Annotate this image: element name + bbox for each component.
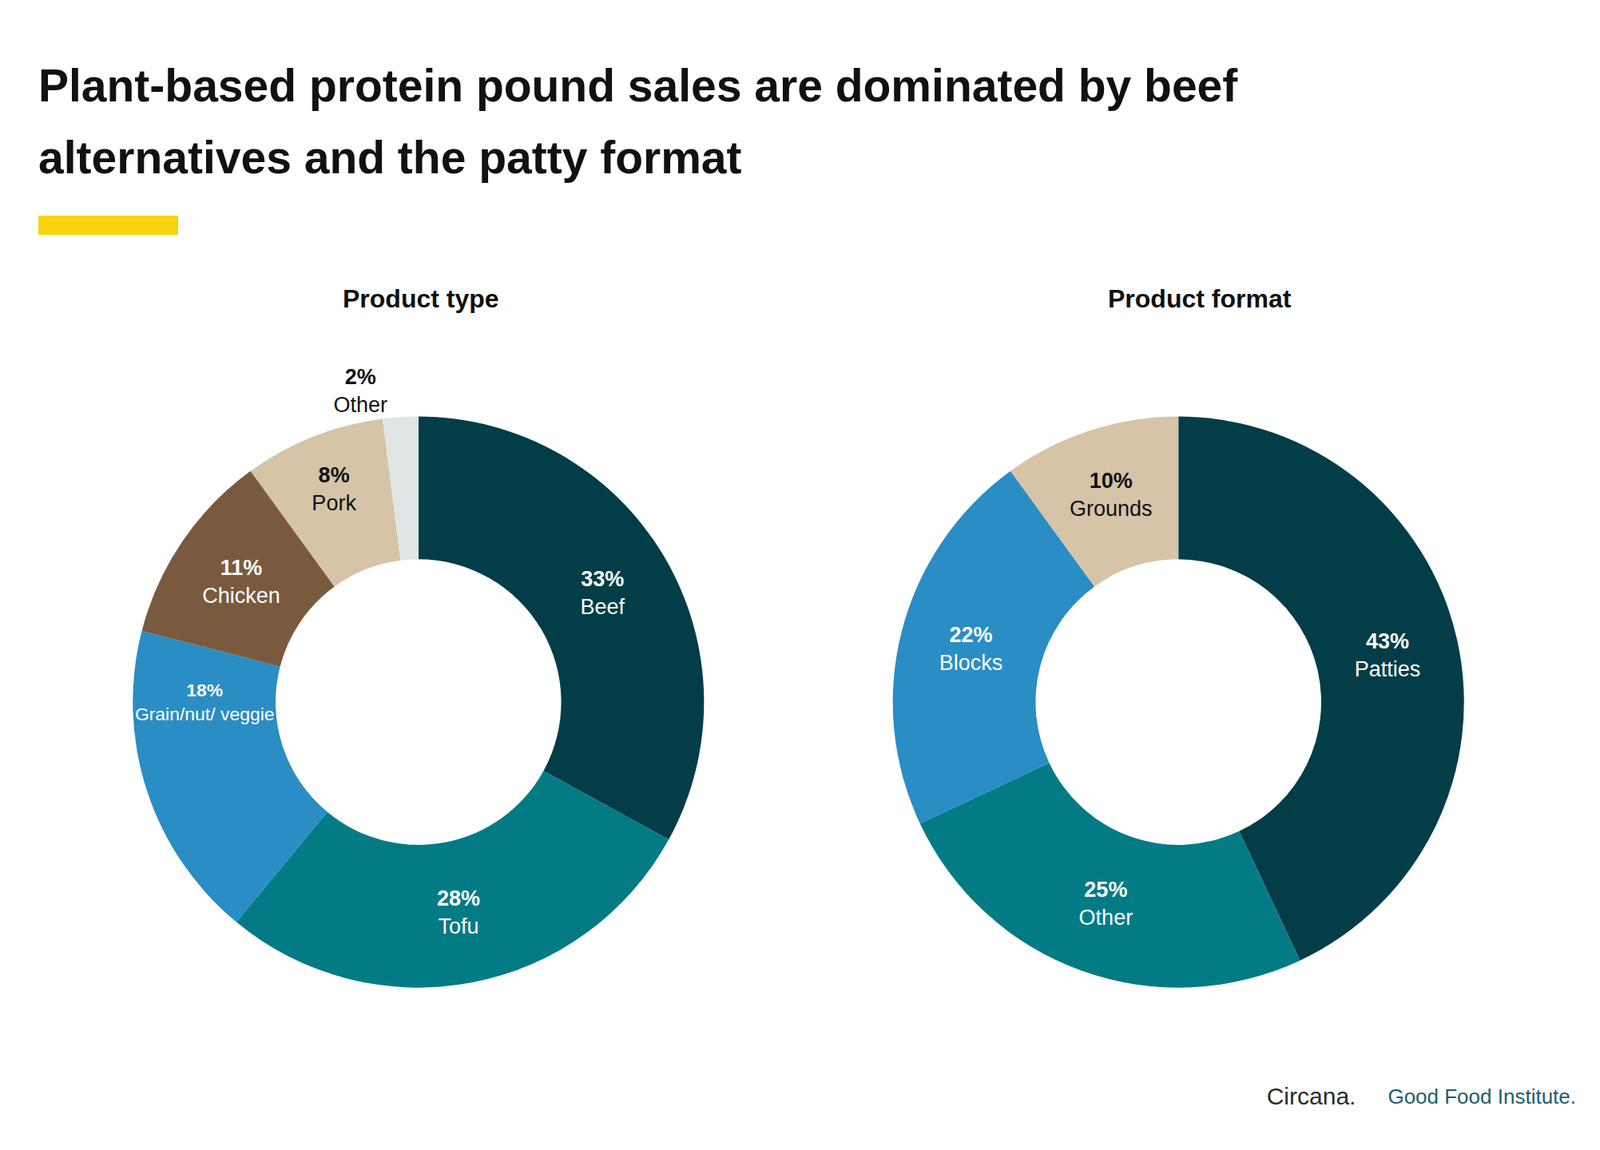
svg-text:8%Pork: 8%Pork <box>311 463 357 516</box>
svg-text:11%Chicken: 11%Chicken <box>202 555 281 608</box>
svg-text:2%Other: 2%Other <box>333 365 389 417</box>
svg-text:22%Blocks: 22%Blocks <box>939 623 1004 675</box>
html-text:Circana.: Circana. <box>1266 1083 1356 1110</box>
html-text:Plant-based protein pound sale: Plant-based protein pound sales are domi… <box>38 59 1238 183</box>
svg-text:43%Patties: 43%Patties <box>1354 629 1422 682</box>
svg-text:Product type: Product type <box>342 284 500 314</box>
svg-text:28%Tofu: 28%Tofu <box>436 886 481 939</box>
svg-text:10%Grounds: 10%Grounds <box>1069 468 1153 521</box>
svg-text:Product format: Product format <box>1107 284 1292 314</box>
svg-text:33%Beef: 33%Beef <box>580 567 626 620</box>
svg-text:18%Grain/nut/ veggie: 18%Grain/nut/ veggie <box>134 679 275 725</box>
html-text:Good Food Institute.: Good Food Institute. <box>1387 1084 1577 1109</box>
svg-text:25%Other: 25%Other <box>1079 877 1134 930</box>
